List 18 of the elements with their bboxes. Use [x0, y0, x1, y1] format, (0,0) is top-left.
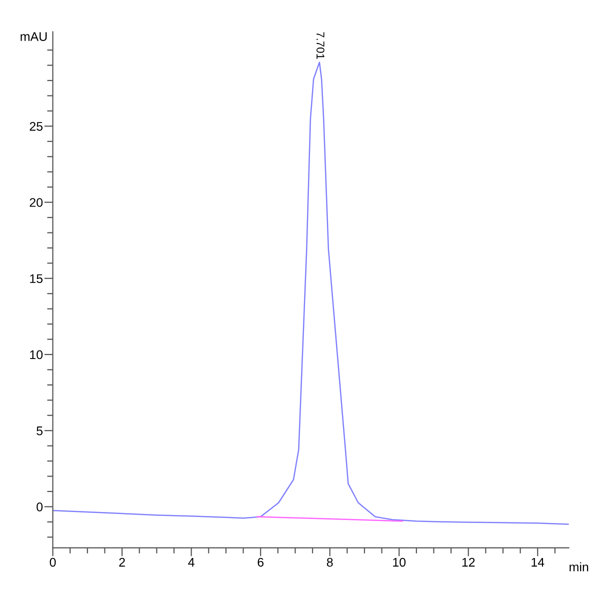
x-tick-label: 10: [393, 558, 406, 567]
x-axis-title: min: [570, 562, 588, 572]
y-tick-label: 25: [30, 122, 43, 131]
y-tick-label: 10: [30, 350, 43, 360]
y-tick-label: 5: [36, 426, 43, 436]
y-tick-label: 15: [30, 274, 43, 284]
y-tick-label: 0: [36, 502, 43, 512]
x-tick-label: 8: [326, 558, 333, 567]
line-series: [52, 62, 569, 525]
x-tick-label: 12: [462, 558, 475, 567]
x-tick-label: 4: [188, 558, 194, 567]
x-tick-label: 14: [532, 558, 544, 567]
x-tick-label: 2: [119, 558, 125, 567]
x-tick-label: 6: [258, 558, 264, 567]
x-tick-label: 0: [50, 558, 56, 567]
y-tick-label: 20: [30, 198, 43, 207]
annotation: 7.701: [316, 32, 324, 59]
y-axis-title: mAU: [20, 32, 47, 41]
